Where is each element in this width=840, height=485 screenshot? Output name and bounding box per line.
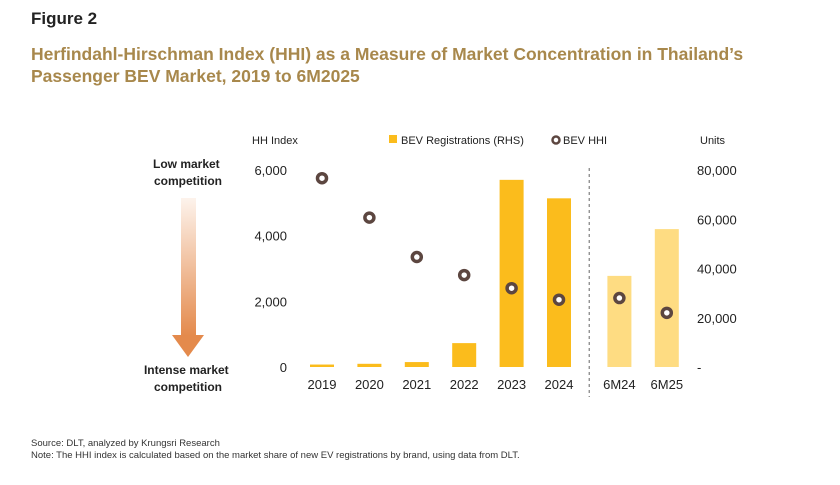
hhi-point-2019 <box>315 171 329 185</box>
right-tick-label: 60,000 <box>697 212 737 227</box>
bar-2020 <box>357 363 382 367</box>
x-axis: 2019 2020 2021 2022 2023 2024 6M24 6M25 <box>308 377 684 392</box>
bar-2021 <box>404 362 429 367</box>
footer: Source: DLT, analyzed by Krungsri Resear… <box>31 438 520 462</box>
hhi-point-2023 <box>505 281 518 295</box>
intense-competition-label: Intense market competition <box>144 363 232 394</box>
bar-2019 <box>310 364 334 367</box>
legend: BEV Registrations (RHS) BEV HHI <box>389 135 607 147</box>
legend-bar-swatch <box>389 135 397 143</box>
competition-arrow-icon <box>172 198 204 357</box>
right-tick-label: 20,000 <box>697 311 737 326</box>
low-competition-label: Low market competition <box>153 157 223 188</box>
left-axis: 0 2,000 4,000 6,000 <box>254 163 287 375</box>
bar-6m24 <box>607 275 632 367</box>
chart: Low market competition Intense market co… <box>144 135 737 397</box>
x-tick-label: 2023 <box>497 377 526 392</box>
methodology-note: Note: The HHI index is calculated based … <box>31 450 520 461</box>
x-tick-label: 2019 <box>308 377 337 392</box>
x-tick-label: 2022 <box>450 377 479 392</box>
left-tick-label: 2,000 <box>254 294 287 309</box>
legend-hhi-marker-icon <box>551 135 561 145</box>
right-tick-label: 80,000 <box>697 163 737 178</box>
left-tick-label: 4,000 <box>254 229 287 244</box>
left-axis-title: HH Index <box>252 135 298 147</box>
bar-series <box>310 179 679 367</box>
hhi-point-2020 <box>363 211 376 224</box>
hhi-point-2024 <box>552 293 566 306</box>
right-tick-label: 40,000 <box>697 262 737 277</box>
figure-label: Figure 2 <box>31 9 98 28</box>
bar-2023 <box>499 179 524 367</box>
bar-2024 <box>547 198 571 367</box>
x-tick-label: 2020 <box>355 377 384 392</box>
hhi-point-6m24 <box>613 291 626 305</box>
hhi-series <box>315 171 674 320</box>
bar-2022 <box>452 343 477 367</box>
legend-hhi-label: BEV HHI <box>563 135 607 147</box>
hhi-point-2022 <box>457 268 471 282</box>
right-axis-title: Units <box>700 135 726 147</box>
legend-bar-label: BEV Registrations (RHS) <box>401 135 524 147</box>
left-tick-label: 0 <box>280 360 287 375</box>
left-tick-label: 6,000 <box>254 163 287 178</box>
x-tick-label: 2021 <box>402 377 431 392</box>
x-tick-label: 2024 <box>545 377 574 392</box>
hhi-point-6m25 <box>660 306 674 320</box>
bar-6m25 <box>654 229 679 367</box>
x-tick-label: 6M24 <box>603 377 636 392</box>
chart-title: Herfindahl-Hirschman Index (HHI) as a Me… <box>31 44 744 86</box>
source-note: Source: DLT, analyzed by Krungsri Resear… <box>31 438 220 449</box>
right-tick-label: - <box>697 360 701 375</box>
hhi-point-2021 <box>410 250 424 264</box>
right-axis: - 20,000 40,000 60,000 80,000 <box>697 163 737 375</box>
x-tick-label: 6M25 <box>651 377 684 392</box>
